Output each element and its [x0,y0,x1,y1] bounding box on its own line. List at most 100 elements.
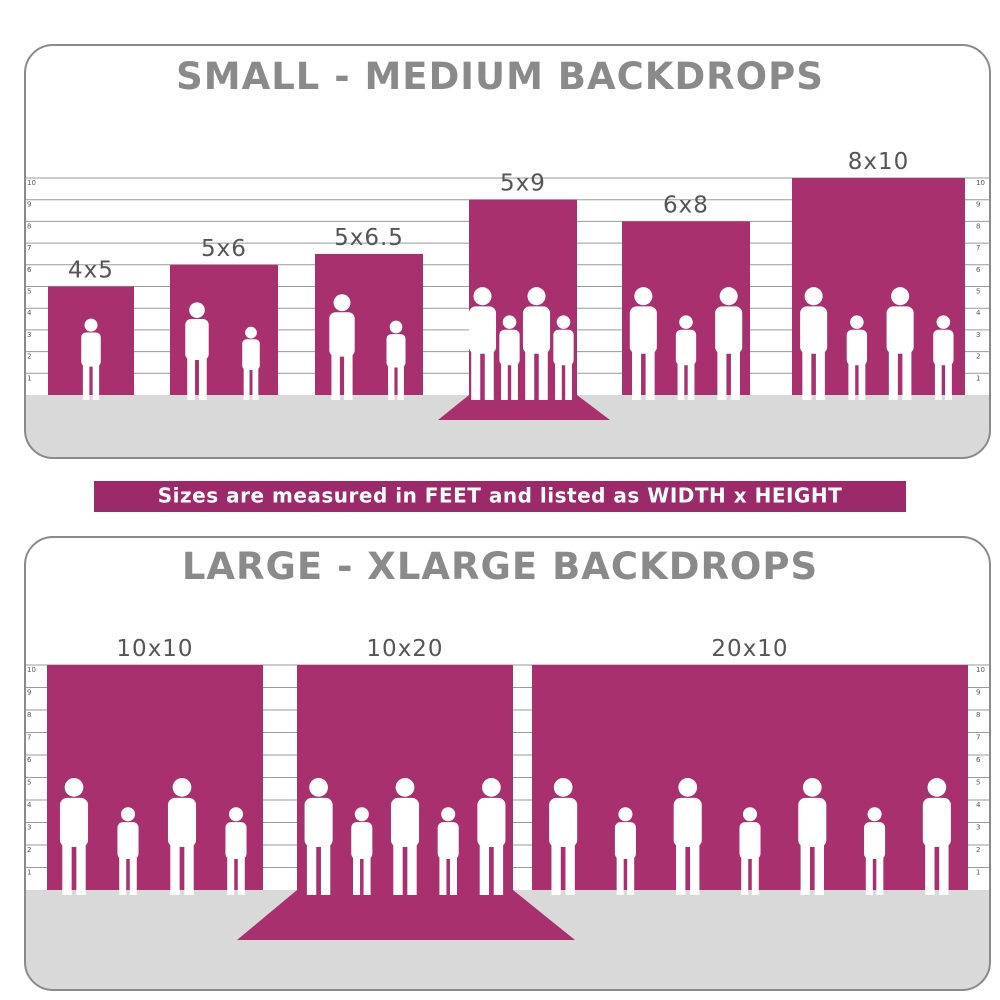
silhouette-body [477,797,506,848]
silhouette-leg [945,361,952,400]
ruler-label: 8 [27,711,31,719]
silhouette-leg [538,349,548,400]
size-label: 4x5 [68,258,114,284]
ruler-label: 2 [27,846,31,854]
ruler-label: 3 [27,331,31,339]
silhouette-body [933,329,954,366]
silhouette-leg [551,842,561,895]
silhouette-body [846,329,868,366]
silhouette-head [527,287,546,306]
silhouette-head [354,807,369,822]
silhouette-head [618,807,633,822]
ruler-label: 2 [27,353,31,361]
silhouette-body [386,334,406,368]
silhouette-body [739,822,761,860]
silhouette-leg [865,855,873,895]
silhouette-leg [676,842,686,895]
ruler-label: 1 [27,374,31,382]
panel: 1 1 2 2 3 3 4 4 5 5 6 6 7 7 8 8 9 9 10 10 10x10 10x20 20x10 [25,537,990,990]
size-label: 8x10 [848,149,910,175]
silhouette-leg [184,842,194,895]
silhouette-head [553,778,573,797]
silhouette-head [850,315,864,329]
silhouette-body [468,306,497,354]
silhouette-head [719,287,738,306]
silhouette-body [499,329,520,366]
ruler-label: 2 [976,846,980,854]
ruler-label: 4 [27,801,32,809]
silhouette-leg [848,361,856,400]
silhouette-leg [511,361,518,400]
silhouette-head [556,315,571,329]
silhouette-leg [627,855,635,895]
silhouette-body [225,822,247,860]
silhouette-body [351,822,373,860]
silhouette-leg [187,356,196,400]
ruler-label: 1 [976,869,980,877]
ruler-label: 5 [27,288,31,296]
silhouette-head [309,778,328,797]
silhouette-leg [565,361,572,400]
silhouette-leg [565,842,575,895]
silhouette-body [798,797,827,848]
ruler-label: 8 [976,222,980,230]
silhouette-leg [119,855,127,895]
silhouette-head [802,778,822,797]
ruler-label: 6 [976,266,981,274]
silhouette-leg [814,842,824,895]
panel: 1 1 2 2 3 3 4 4 5 5 6 6 7 7 8 8 9 9 10 10 4x5 5x6 5x6.5 5x9 6x8 8… [25,45,990,458]
silhouette-leg [802,349,812,400]
ruler-label: 9 [976,201,980,209]
size-label: 6x8 [663,192,709,218]
size-label: 5x6 [201,236,247,262]
ruler-label: 10 [976,179,985,187]
silhouette-head [64,778,84,797]
silhouette-leg [129,855,137,895]
silhouette-head [867,807,882,822]
silhouette-leg [741,855,749,895]
silhouette-leg [388,364,395,400]
silhouette-leg [730,349,740,400]
silhouette-leg [815,349,825,400]
silhouette-leg [501,361,508,400]
silhouette-leg [677,361,685,400]
silhouette-head [389,320,403,334]
ruler-label: 1 [976,374,980,382]
silhouette-head [245,326,257,339]
silhouette-head [891,287,910,306]
silhouette-head [804,287,823,306]
ruler-label: 5 [27,779,31,787]
panel-title: SMALL - MEDIUM BACKDROPS [176,55,824,98]
silhouette-leg [62,842,72,895]
silhouette-leg [800,842,810,895]
silhouette-leg [690,842,700,895]
silhouette-head [927,778,947,797]
silhouette-body [390,797,420,848]
ruler-label: 7 [976,244,980,252]
silhouette-leg [407,842,417,895]
ruler-label: 10 [27,179,36,187]
silhouette-leg [555,361,562,400]
silhouette-leg [243,367,250,400]
silhouette-leg [858,361,866,400]
silhouette-head [172,778,192,797]
silhouette-leg [632,349,642,400]
silhouette-head [120,807,136,822]
silhouette-leg [82,363,90,400]
silhouette-leg [471,349,481,400]
note-band [94,481,906,512]
silhouette-leg [717,349,727,400]
silhouette-leg [449,855,457,895]
ruler-label: 7 [976,734,980,742]
silhouette-head [936,315,951,329]
silhouette-body [549,797,578,848]
silhouette-leg [227,855,235,895]
ruler-label: 6 [976,756,981,764]
silhouette-head [679,315,693,329]
silhouette-leg [363,855,371,895]
silhouette-leg [484,349,494,400]
silhouette-head [482,778,501,797]
ruler-label: 2 [976,353,980,361]
silhouette-body [437,822,459,860]
